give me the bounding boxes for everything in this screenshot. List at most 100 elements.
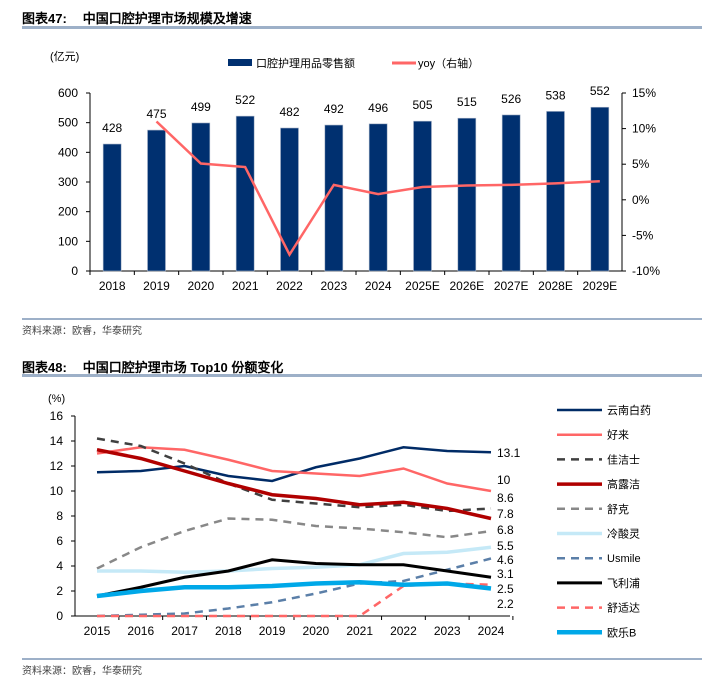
y-tick-label: 14 (50, 434, 64, 448)
figure2-source: 资料来源：欧睿，华泰研究 (22, 666, 142, 677)
x-tick-label: 2022 (390, 624, 417, 638)
y-tick-label: 2 (56, 584, 63, 598)
figure2-rule (22, 374, 702, 377)
y-tick-label: 16 (50, 409, 64, 423)
bar-data-label: 482 (279, 105, 299, 119)
end-data-label: 10 (497, 473, 511, 487)
series-line-6 (96, 557, 492, 618)
bar-data-label: 522 (235, 93, 255, 107)
end-data-label: 4.6 (497, 553, 514, 567)
y2-tick-label: 10% (632, 122, 656, 136)
end-data-label: 8.6 (497, 491, 514, 505)
legend-label-5: 冷酸灵 (607, 527, 640, 541)
y-tick-label: 8 (56, 509, 63, 523)
bar-data-label: 515 (457, 95, 477, 109)
y-tick-label: 200 (58, 205, 78, 219)
bar (413, 120, 432, 272)
end-data-label: 5.5 (497, 539, 514, 553)
figure2-title: 图表48: 中国口腔护理市场 Top10 份额变化 (22, 357, 283, 376)
bar (235, 115, 255, 272)
y-tick-label: 500 (58, 116, 78, 130)
y-tick-label: 12 (50, 459, 64, 473)
end-data-label: 2.2 (497, 597, 514, 611)
legend-label-9: 欧乐B (607, 626, 636, 639)
series-line-2 (96, 437, 492, 513)
x-tick-label: 2023 (320, 279, 347, 293)
series-line-9 (96, 579, 492, 599)
market-size-chart: (亿元) 口腔护理用品零售额 yoy（右轴） 0 100 200 300 400 500 600 -… (50, 50, 660, 293)
series-line-7 (96, 558, 492, 598)
figure1-rule (22, 26, 702, 29)
x-tick-label: 2019 (143, 279, 170, 293)
figure1-title: 图表47: 中国口腔护理市场规模及增速 (22, 8, 252, 27)
figure1-title-text: 中国口腔护理市场规模及增速 (82, 11, 252, 26)
end-data-label: 6.8 (497, 523, 514, 537)
figure1-label: 图表47: (22, 11, 67, 26)
bar (546, 111, 565, 272)
y2-tick-label: -10% (632, 264, 660, 278)
bar-data-label: 428 (102, 121, 122, 135)
x-tick-label: 2022 (276, 279, 303, 293)
legend-label-4: 舒克 (607, 502, 629, 516)
bar (457, 117, 477, 272)
y-tick-label: 400 (58, 145, 78, 159)
figure2-label: 图表48: (22, 360, 67, 375)
y-axis-unit: (亿元) (50, 50, 79, 63)
x-tick-label: 2028E (538, 279, 573, 293)
end-data-label: 13.1 (497, 446, 521, 460)
x-tick-label: 2026E (449, 279, 484, 293)
bar (368, 123, 388, 272)
bar (147, 129, 166, 272)
end-data-label: 7.8 (497, 507, 514, 521)
x-tick-label: 2018 (215, 624, 242, 638)
bar-data-label: 499 (191, 100, 211, 114)
x-tick-label: 2029E (582, 279, 617, 293)
legend-swatch-bar (228, 59, 252, 66)
legend-label-8: 舒适达 (607, 601, 640, 615)
yoy-line (155, 120, 600, 258)
series-line-4 (96, 517, 492, 570)
y2-tick-label: 0% (632, 193, 650, 207)
x-tick-label: 2024 (365, 279, 392, 293)
y-tick-label: 6 (56, 534, 63, 548)
x-tick-label: 2020 (187, 279, 214, 293)
y-tick-label: 300 (58, 175, 78, 189)
legend-label-2: 佳洁士 (607, 452, 640, 466)
y-tick-label: 4 (56, 559, 63, 573)
x-tick-label: 2020 (303, 624, 330, 638)
x-tick-label: 2025E (405, 279, 440, 293)
series-line-0 (96, 445, 492, 483)
y2-tick-label: -5% (632, 228, 654, 242)
x-tick-label: 2016 (127, 624, 154, 638)
y-tick-label: 0 (56, 609, 63, 623)
bar-data-label: 505 (412, 98, 432, 112)
x-tick-label: 2017 (171, 624, 198, 638)
y-axis-unit: (%) (48, 393, 65, 405)
bar-data-label: 475 (146, 107, 166, 121)
bar-data-label: 492 (324, 102, 344, 116)
legend-label-7: 飞利浦 (607, 577, 640, 590)
legend-label-3: 高露洁 (607, 477, 640, 491)
y-tick-label: 0 (71, 264, 78, 278)
y-tick-label: 100 (58, 234, 78, 248)
series-line-1 (96, 445, 492, 493)
x-tick-label: 2021 (232, 279, 259, 293)
legend-label-0: 云南白药 (607, 403, 651, 417)
series-line-3 (96, 448, 492, 521)
legend-label-line: yoy（右轴） (418, 56, 479, 70)
y2-tick-label: 5% (632, 157, 650, 171)
bar (102, 143, 122, 272)
legend-label-1: 好来 (607, 428, 629, 442)
figure2-title-text: 中国口腔护理市场 Top10 份额变化 (82, 360, 284, 375)
x-tick-label: 2019 (259, 624, 286, 638)
x-tick-label: 2024 (478, 624, 505, 638)
y-tick-label: 600 (58, 86, 78, 100)
legend-label-bar: 口腔护理用品零售额 (256, 56, 355, 70)
figure1-bottom-rule (22, 318, 702, 320)
legend-label-6: Usmile (607, 553, 641, 565)
figure1-source: 资料来源：欧睿，华泰研究 (22, 326, 142, 337)
x-tick-label: 2015 (84, 624, 111, 638)
bar (590, 106, 610, 272)
figure2-bottom-rule (22, 658, 702, 660)
